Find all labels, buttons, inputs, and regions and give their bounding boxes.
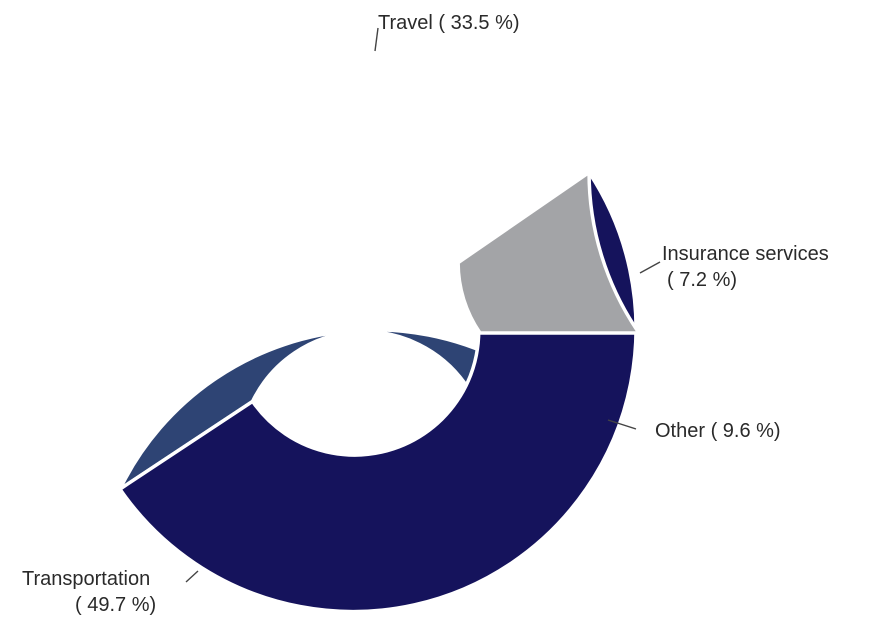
- slices-layer: [115, 169, 643, 614]
- leader-line-other: [607, 419, 637, 430]
- label-transportation-line1: Transportation: [22, 568, 150, 590]
- label-insurance-line1: Insurance services: [662, 243, 829, 265]
- label-transportation-line2: ( 49.7 %): [75, 594, 156, 616]
- labels-layer: Insurance services ( 7.2 %) Travel ( 33.5 …: [22, 12, 829, 616]
- slice-other[interactable]: [456, 169, 643, 335]
- label-other: Other ( 9.6 %): [655, 420, 781, 442]
- leader-line-travel: [374, 27, 379, 52]
- label-transportation: Transportation ( 49.7 %): [22, 568, 156, 616]
- leader-line-insurance: [639, 261, 661, 274]
- leader-lines-layer: [185, 27, 661, 583]
- leader-line-transportation: [185, 570, 199, 583]
- label-insurance-line2: ( 7.2 %): [667, 269, 737, 291]
- label-travel-line1: Travel ( 33.5 %): [378, 12, 520, 34]
- label-insurance: Insurance services ( 7.2 %): [662, 243, 829, 291]
- label-travel: Travel ( 33.5 %): [378, 12, 520, 34]
- label-other-line1: Other ( 9.6 %): [655, 420, 781, 442]
